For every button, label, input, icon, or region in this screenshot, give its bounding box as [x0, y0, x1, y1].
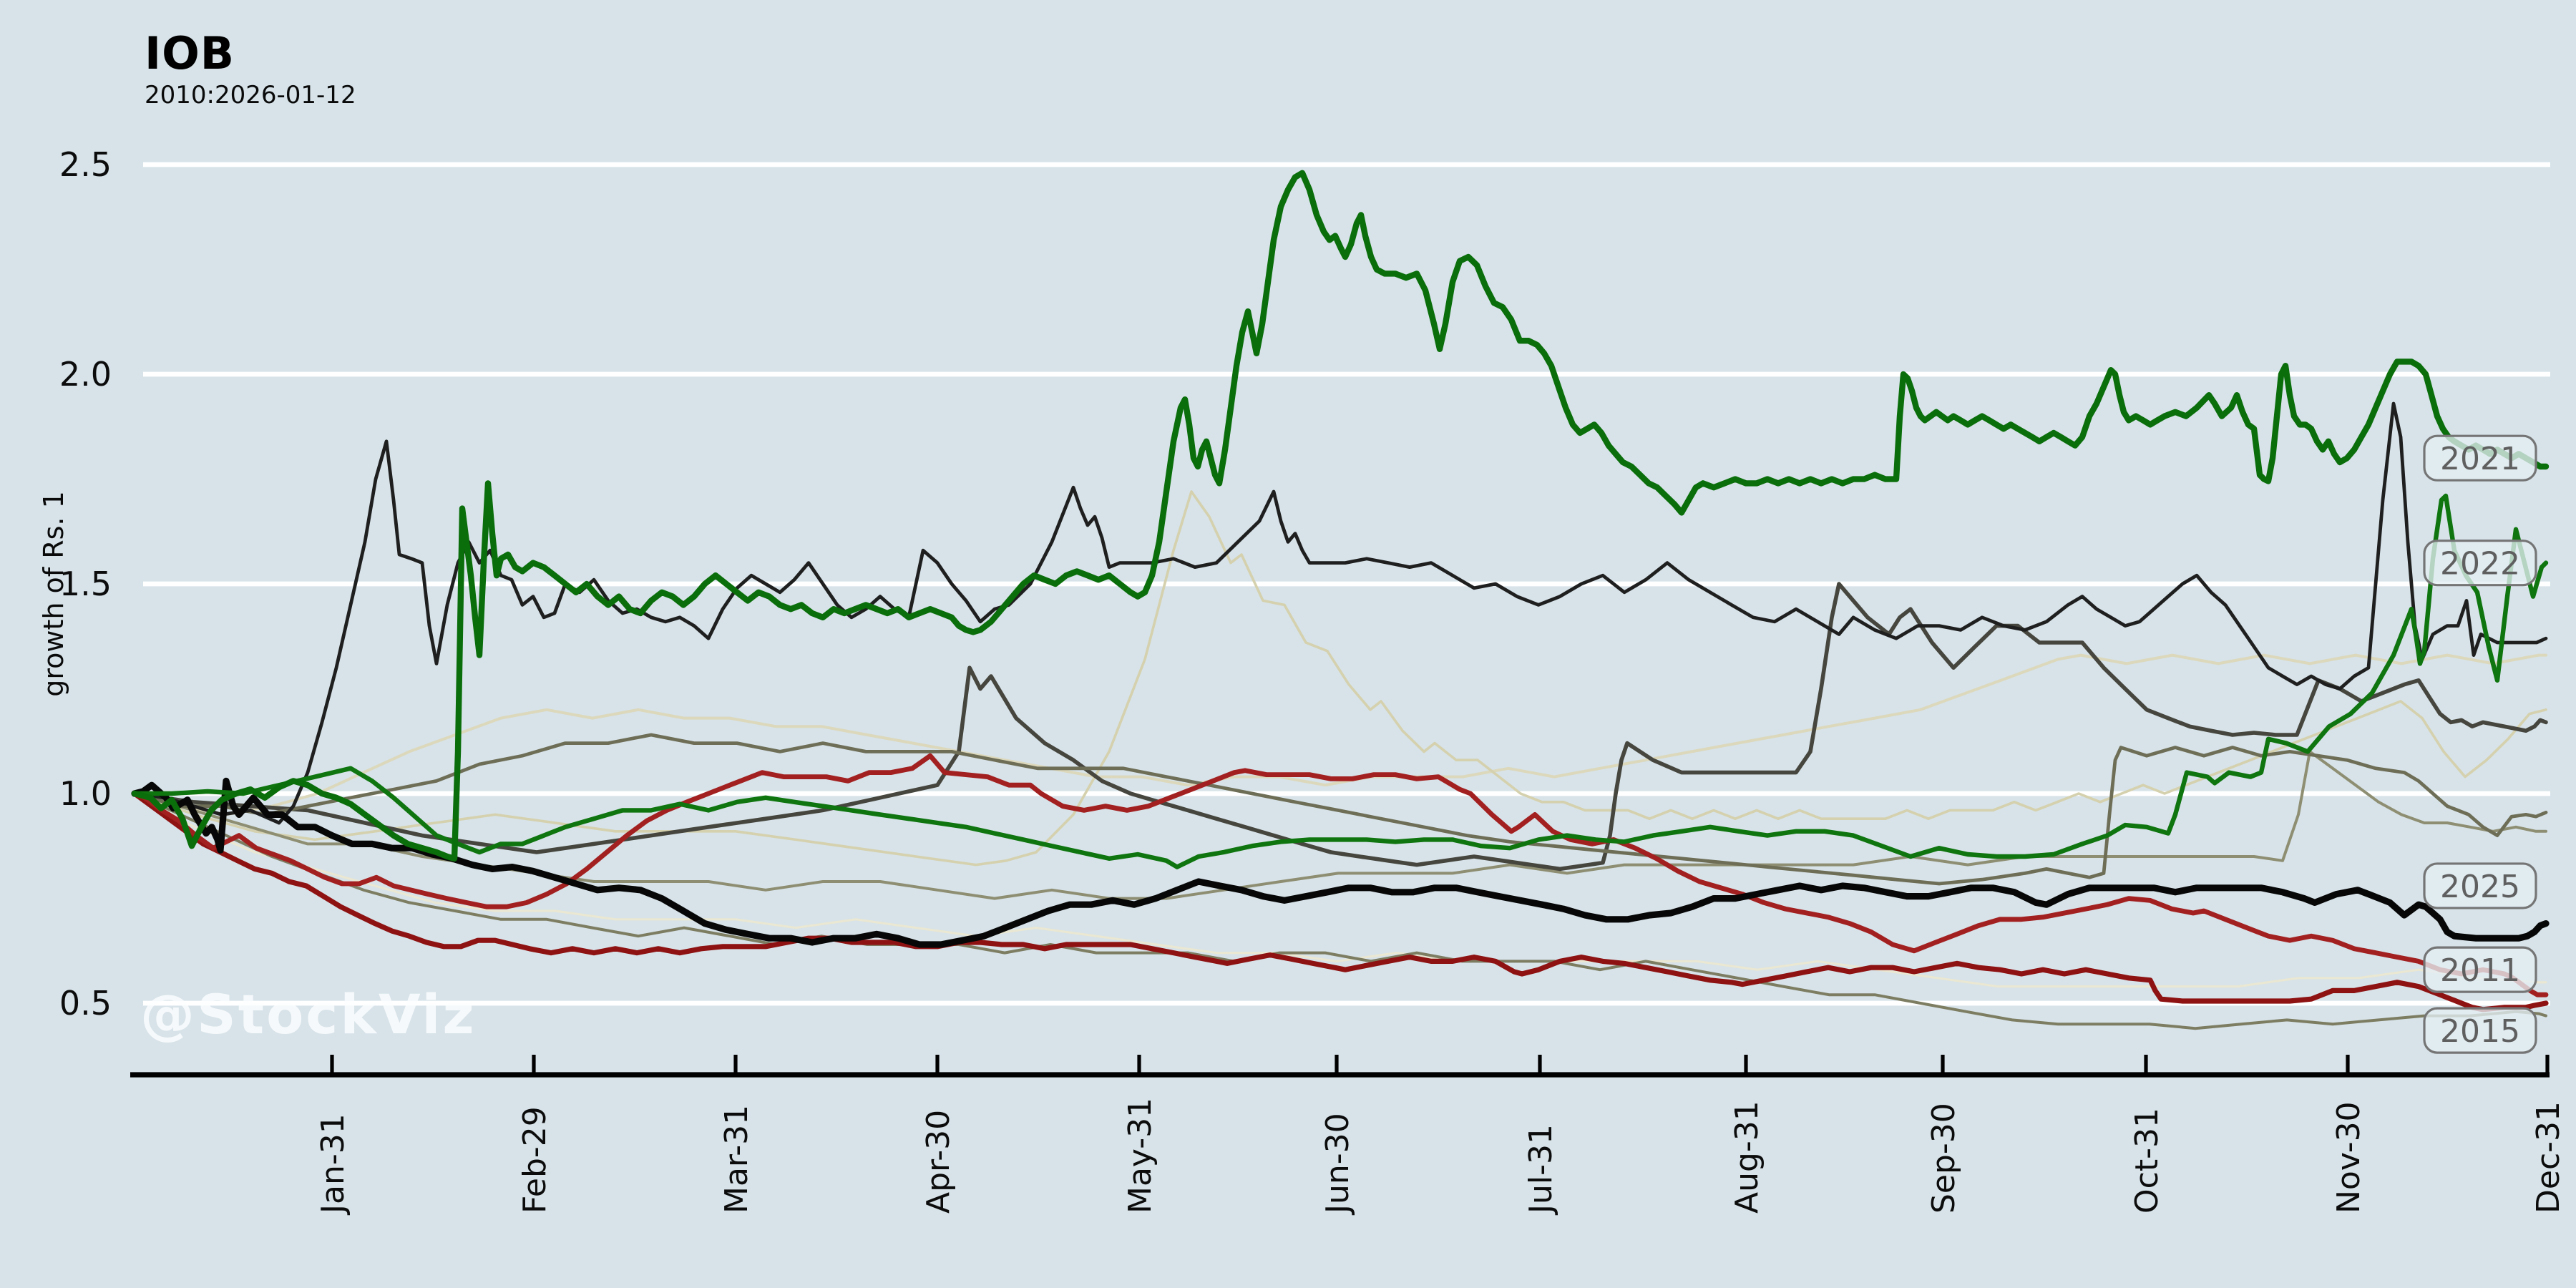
stockviz-watermark: @StockViz — [140, 982, 477, 1046]
x-tick-label-Apr-30: Apr-30 — [920, 1110, 957, 1214]
year-label-2025: 2025 — [2440, 869, 2520, 905]
page-subtitle: 2010:2026-01-12 — [145, 82, 356, 110]
y-tick-label: 2.5 — [59, 145, 112, 184]
page-title: IOB — [145, 29, 235, 80]
series-2021 — [131, 170, 2550, 862]
x-tick-label-Jul-31: Jul-31 — [1523, 1124, 1559, 1216]
y-tick-label: 1.5 — [59, 565, 112, 603]
x-tick-label-May-31: May-31 — [1122, 1098, 1158, 1214]
year-label-2022: 2022 — [2440, 546, 2520, 582]
series-2017-thin-darkgray — [132, 582, 2548, 872]
year-label-2021: 2021 — [2440, 441, 2520, 477]
series-2014-thin-olive-light — [133, 750, 2547, 900]
x-tick-label-Aug-31: Aug-31 — [1729, 1101, 1765, 1214]
year-label-box-2022 — [2423, 540, 2537, 587]
y-tick-label: 2.0 — [59, 355, 112, 394]
year-label-box-2021 — [2423, 434, 2537, 482]
x-tick-label-Oct-31: Oct-31 — [2129, 1108, 2165, 1214]
x-tick-label-Feb-29: Feb-29 — [517, 1106, 553, 1214]
series-2025 — [131, 777, 2550, 948]
series-2010-thin-cream-high — [133, 653, 2547, 816]
series-2012-thin-cream-peak — [133, 490, 2547, 867]
x-tick-label-Dec-31: Dec-31 — [2530, 1101, 2567, 1214]
series-2015 — [132, 791, 2549, 1013]
x-tick-label-Sep-30: Sep-30 — [1926, 1103, 1962, 1214]
series-2020-thin-black — [132, 401, 2548, 825]
series-2011 — [132, 753, 2549, 997]
x-tick-label-Mar-31: Mar-31 — [718, 1105, 755, 1214]
year-label-box-2025 — [2423, 862, 2537, 909]
x-tick-label-Jun-30: Jun-30 — [1319, 1113, 1356, 1216]
series-2018-thin-olive-dark — [132, 733, 2548, 886]
year-label-box-2011 — [2423, 946, 2537, 993]
year-label-2015: 2015 — [2440, 1013, 2520, 1050]
x-tick-label-Jan-31: Jan-31 — [315, 1113, 351, 1216]
y-tick-label: 1.0 — [59, 774, 112, 813]
y-tick-label: 0.5 — [59, 984, 112, 1023]
series-2022 — [132, 493, 2549, 869]
series-2013-thin-cream-low — [133, 792, 2547, 988]
year-label-box-2015 — [2423, 1007, 2537, 1054]
series-2016-thin-olive-low — [133, 792, 2547, 1030]
x-tick-label-Nov-30: Nov-30 — [2331, 1101, 2367, 1214]
year-label-2011: 2011 — [2440, 952, 2520, 989]
